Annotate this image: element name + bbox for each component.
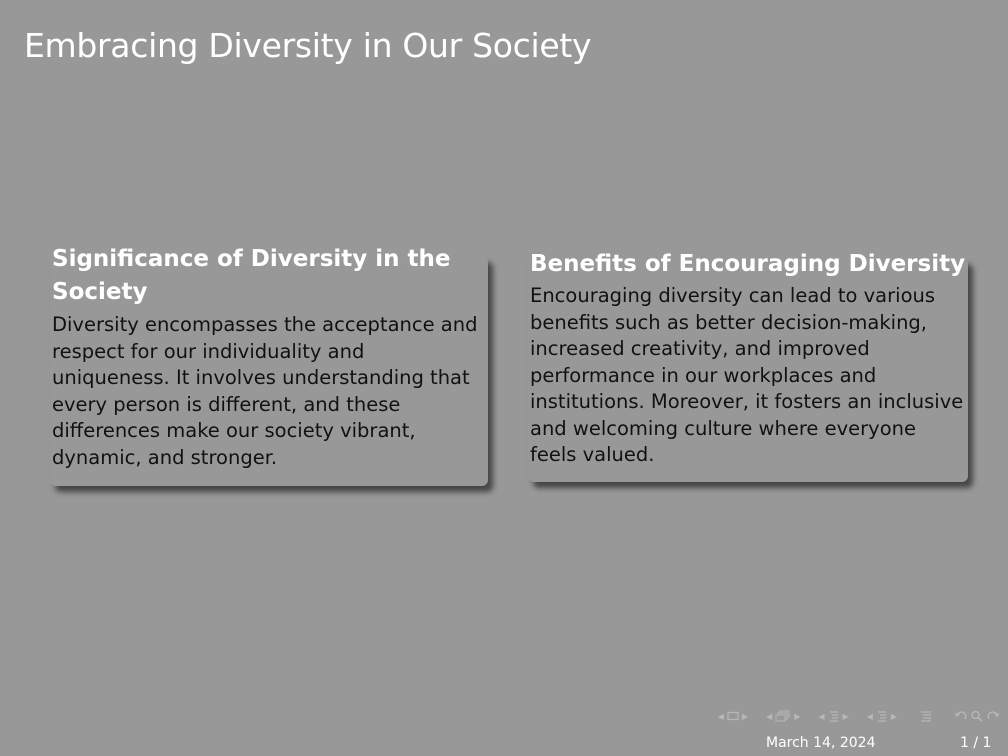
subsection-next-arrow-icon[interactable]: ▶ (794, 711, 801, 721)
subsection-icon[interactable] (775, 710, 791, 722)
block-body: Diversity encompasses the acceptance and… (52, 313, 478, 469)
search-icon[interactable] (970, 710, 984, 722)
presentation-icon[interactable] (876, 710, 888, 722)
toc-nav (920, 710, 932, 722)
section-prev-arrow-icon[interactable]: ◀ (818, 711, 825, 721)
block-title: Significance of Diversity in the Society (52, 246, 451, 305)
section-next-arrow-icon[interactable]: ▶ (842, 711, 849, 721)
subsection-prev-arrow-icon[interactable]: ◀ (766, 711, 773, 721)
footer-date: March 14, 2024 (766, 735, 876, 751)
presentation-prev-arrow-icon[interactable]: ◀ (866, 711, 873, 721)
slide-title: Embracing Diversity in Our Society (24, 26, 592, 65)
presentation-nav: ◀ ▶ (864, 710, 900, 722)
frame-next-arrow-icon[interactable]: ▶ (741, 711, 749, 721)
section-icon[interactable] (828, 710, 840, 722)
search-nav (954, 710, 1000, 722)
footer-page-number: 1 / 1 (960, 735, 992, 751)
toc-icon[interactable] (920, 710, 932, 722)
block-body: Encouraging diversity can lead to variou… (530, 284, 964, 466)
presentation-next-arrow-icon[interactable]: ▶ (890, 711, 897, 721)
block-significance: Significance of Diversity in the Society… (50, 246, 488, 486)
back-icon[interactable] (954, 710, 968, 722)
block-title: Benefits of Encouraging Diversity (530, 251, 966, 277)
section-nav: ◀ ▶ (815, 710, 851, 722)
navigation-bar: ◀ ▶ ◀ ▶ ◀ ▶ ◀ ▶ (703, 706, 1000, 726)
frame-prev-arrow-icon[interactable]: ◀ (717, 711, 724, 721)
forward-icon[interactable] (986, 710, 1000, 722)
frame-icon[interactable] (727, 711, 739, 721)
block-benefits: Benefits of Encouraging Diversity Encour… (528, 251, 968, 482)
subsection-nav: ◀ ▶ (763, 710, 803, 722)
frame-nav: ◀ ▶ (715, 711, 751, 721)
